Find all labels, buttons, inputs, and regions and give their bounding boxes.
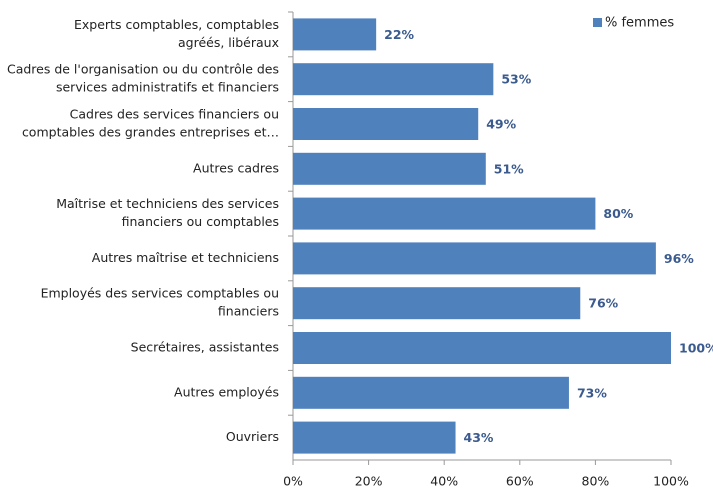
data-label: 76% [588, 296, 618, 311]
bar [293, 287, 581, 320]
y-tick-label: Employés des services comptables ou [41, 286, 279, 301]
y-tick-label: financiers [218, 304, 279, 319]
data-label: 43% [464, 430, 494, 445]
data-label: 100% [679, 341, 713, 356]
bar [293, 108, 479, 140]
legend-label: % femmes [605, 16, 674, 31]
y-tick-label: Autres employés [174, 384, 279, 399]
x-tick-label: 0% [283, 474, 303, 488]
data-label: 51% [494, 161, 524, 176]
y-tick-label: Maîtrise et techniciens des services [56, 196, 279, 211]
data-label: 80% [603, 206, 633, 221]
data-label: 22% [384, 27, 414, 42]
x-tick-label: 60% [506, 474, 534, 488]
data-label: 73% [577, 385, 607, 400]
y-tick-label: Ouvriers [226, 429, 279, 444]
y-tick-label: Secrétaires, assistantes [131, 340, 279, 355]
y-tick-label: Cadres des services financiers ou [70, 107, 279, 122]
bar [293, 18, 377, 51]
y-tick-label: Experts comptables, comptables [74, 17, 279, 32]
data-label: 53% [501, 72, 531, 87]
bar [293, 421, 456, 454]
x-tick-label: 20% [355, 474, 383, 488]
y-tick-label: Autres maîtrise et techniciens [92, 250, 279, 265]
bar [293, 63, 494, 96]
y-tick-label: comptables des grandes entreprises et… [22, 125, 279, 140]
x-tick-label: 80% [582, 474, 610, 488]
y-tick-label: Autres cadres [193, 160, 279, 175]
x-tick-label: 100% [653, 474, 689, 488]
y-tick-label: services administratifs et financiers [56, 80, 279, 95]
bar [293, 152, 486, 185]
bar [293, 376, 569, 409]
data-label: 49% [486, 117, 516, 132]
bar [293, 332, 671, 364]
y-tick-label: agréés, libéraux [178, 35, 279, 50]
y-tick-label: financiers ou comptables [122, 214, 279, 229]
bar [293, 242, 656, 275]
bar [293, 197, 596, 230]
y-tick-label: Cadres de l'organisation ou du contrôle … [7, 62, 279, 77]
x-tick-label: 40% [430, 474, 458, 488]
data-label: 96% [664, 251, 694, 266]
legend-swatch [593, 18, 602, 27]
